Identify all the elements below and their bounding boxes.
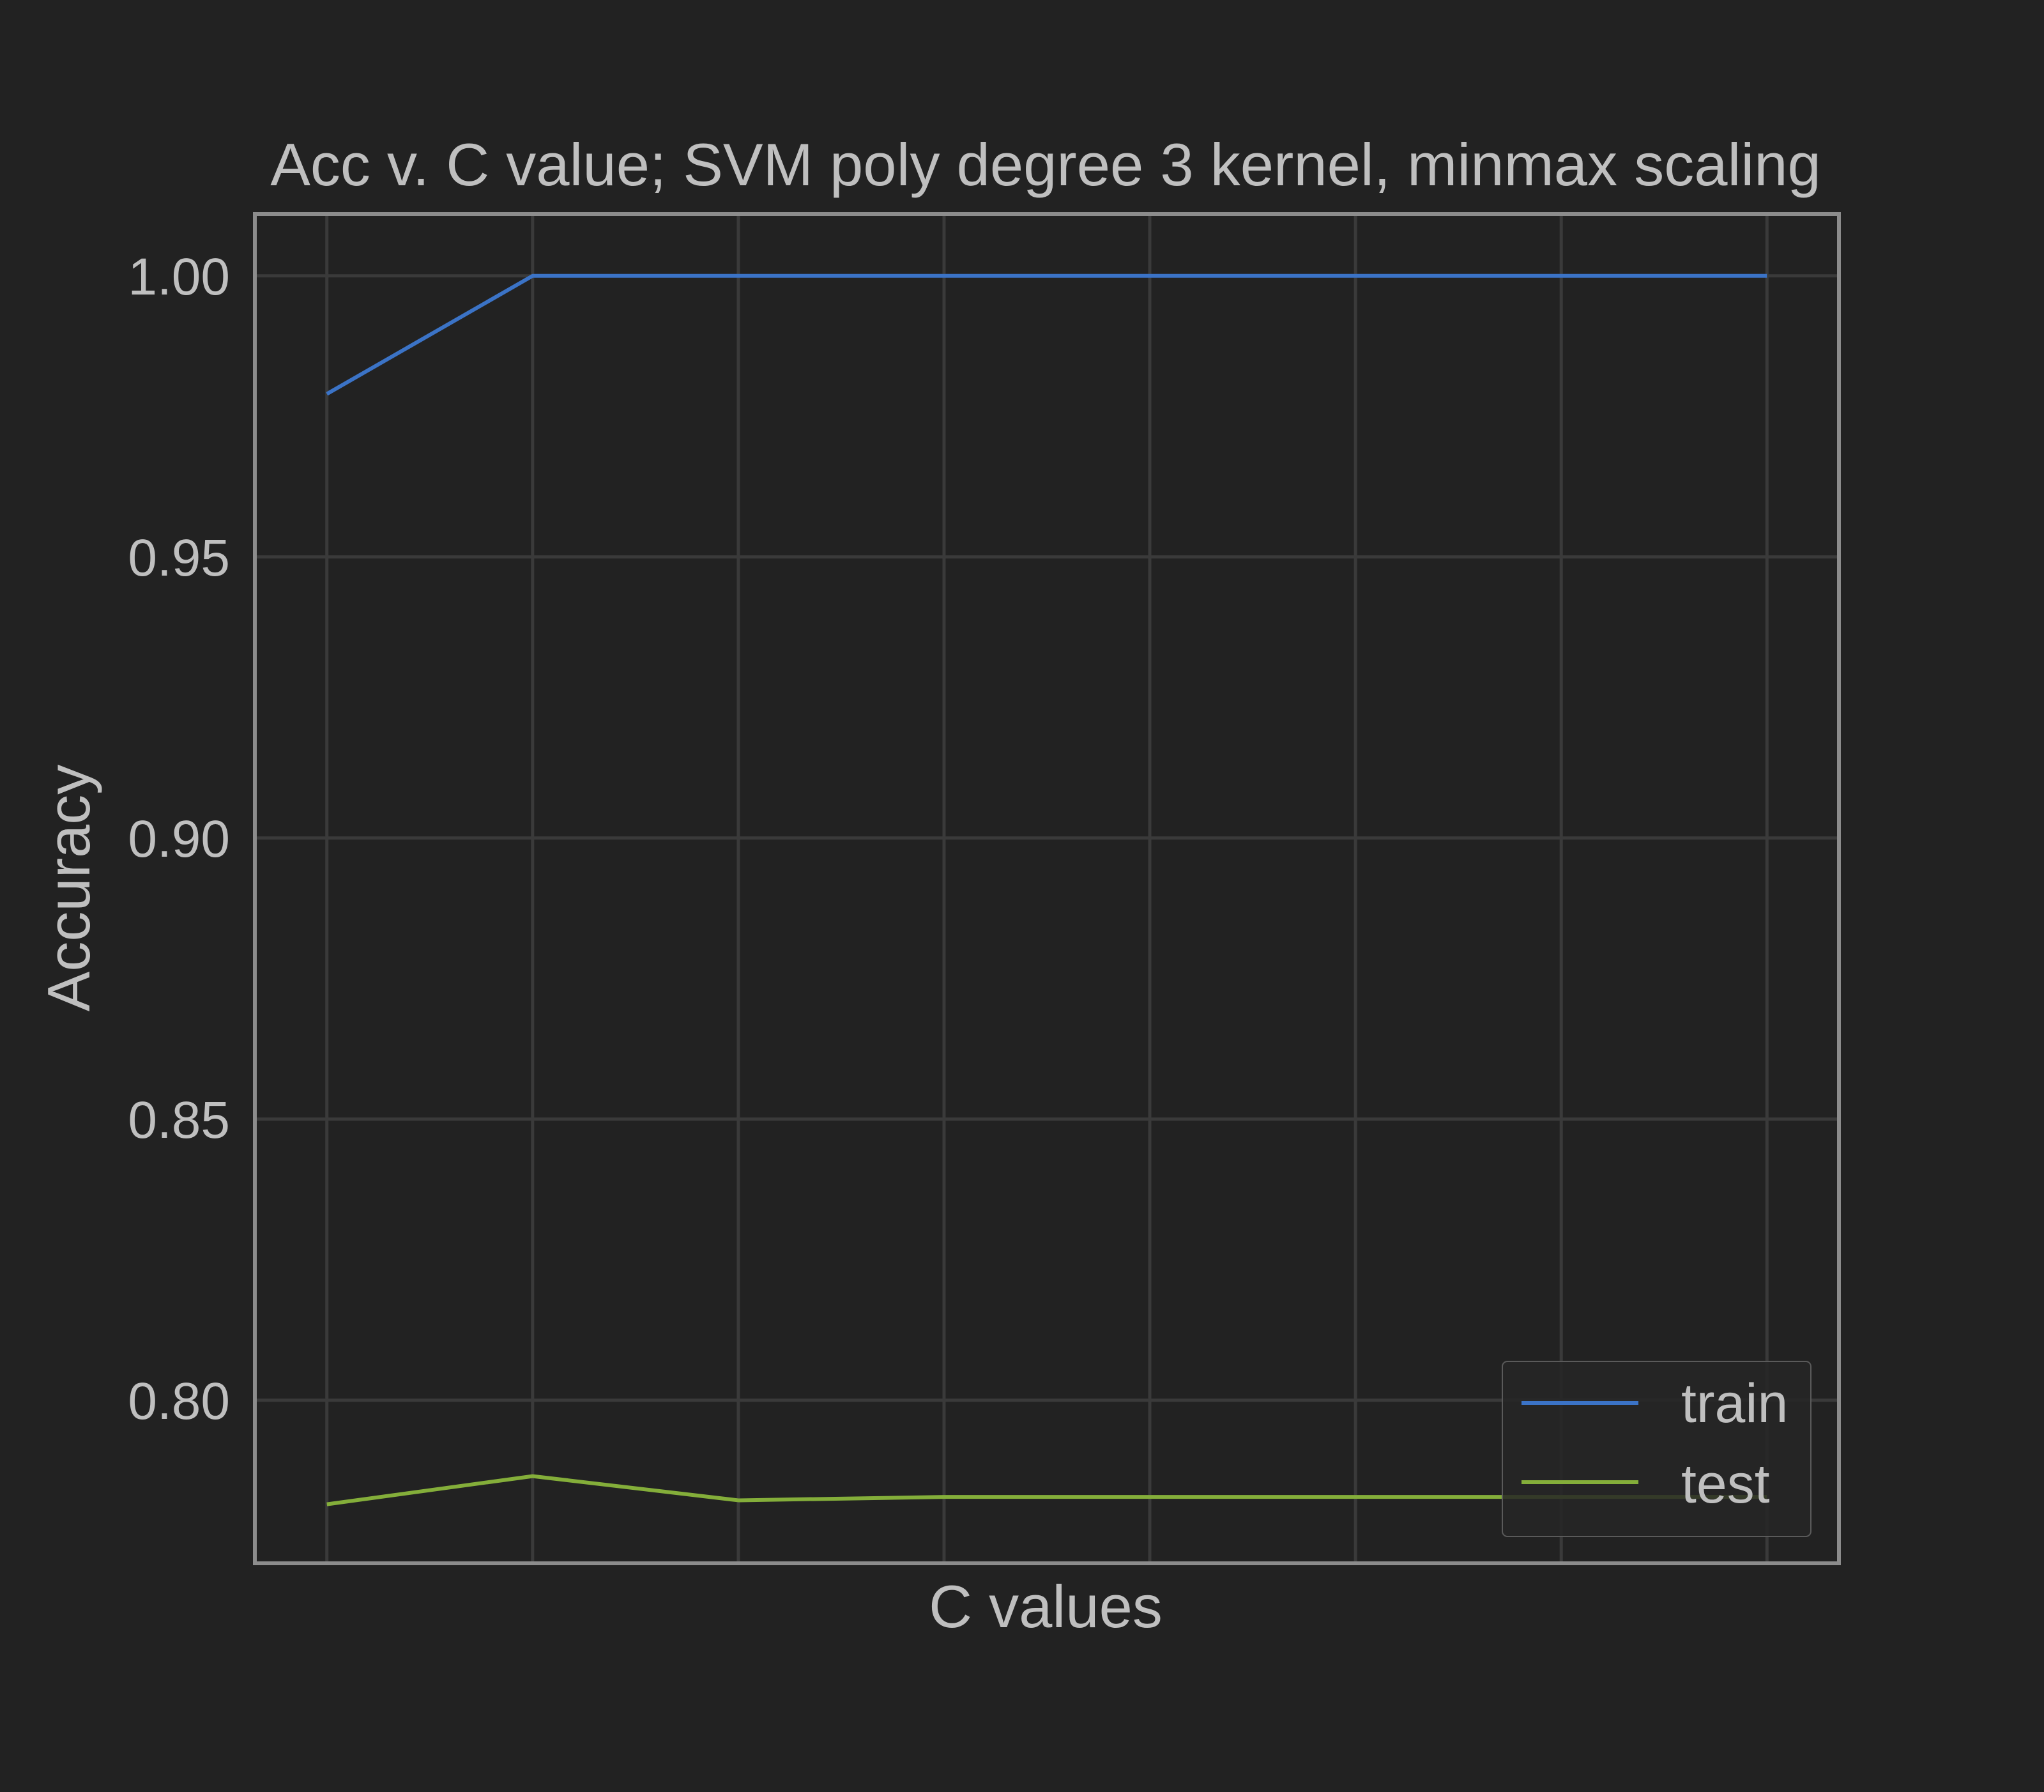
y-tick-label: 0.90 <box>128 810 230 868</box>
chart-title: Acc v. C value; SVM poly degree 3 kernel… <box>270 131 1821 198</box>
x-axis-label: C values <box>929 1573 1163 1640</box>
legend-box <box>1502 1361 1811 1537</box>
legend: train test <box>1502 1361 1811 1537</box>
y-tick-label: 0.85 <box>128 1091 230 1149</box>
legend-train-label: train <box>1681 1373 1788 1434</box>
y-axis-label: Accuracy <box>35 765 102 1012</box>
y-axis-ticks: 0.80 0.85 0.90 0.95 1.00 <box>128 248 230 1430</box>
plot-frame <box>253 212 1841 1565</box>
y-tick-label: 0.95 <box>128 529 230 587</box>
y-tick-label: 1.00 <box>128 248 230 306</box>
y-tick-label: 0.80 <box>128 1372 230 1430</box>
series-line-train <box>326 273 1767 396</box>
grid <box>255 214 1839 1563</box>
legend-test-label: test <box>1681 1453 1770 1515</box>
